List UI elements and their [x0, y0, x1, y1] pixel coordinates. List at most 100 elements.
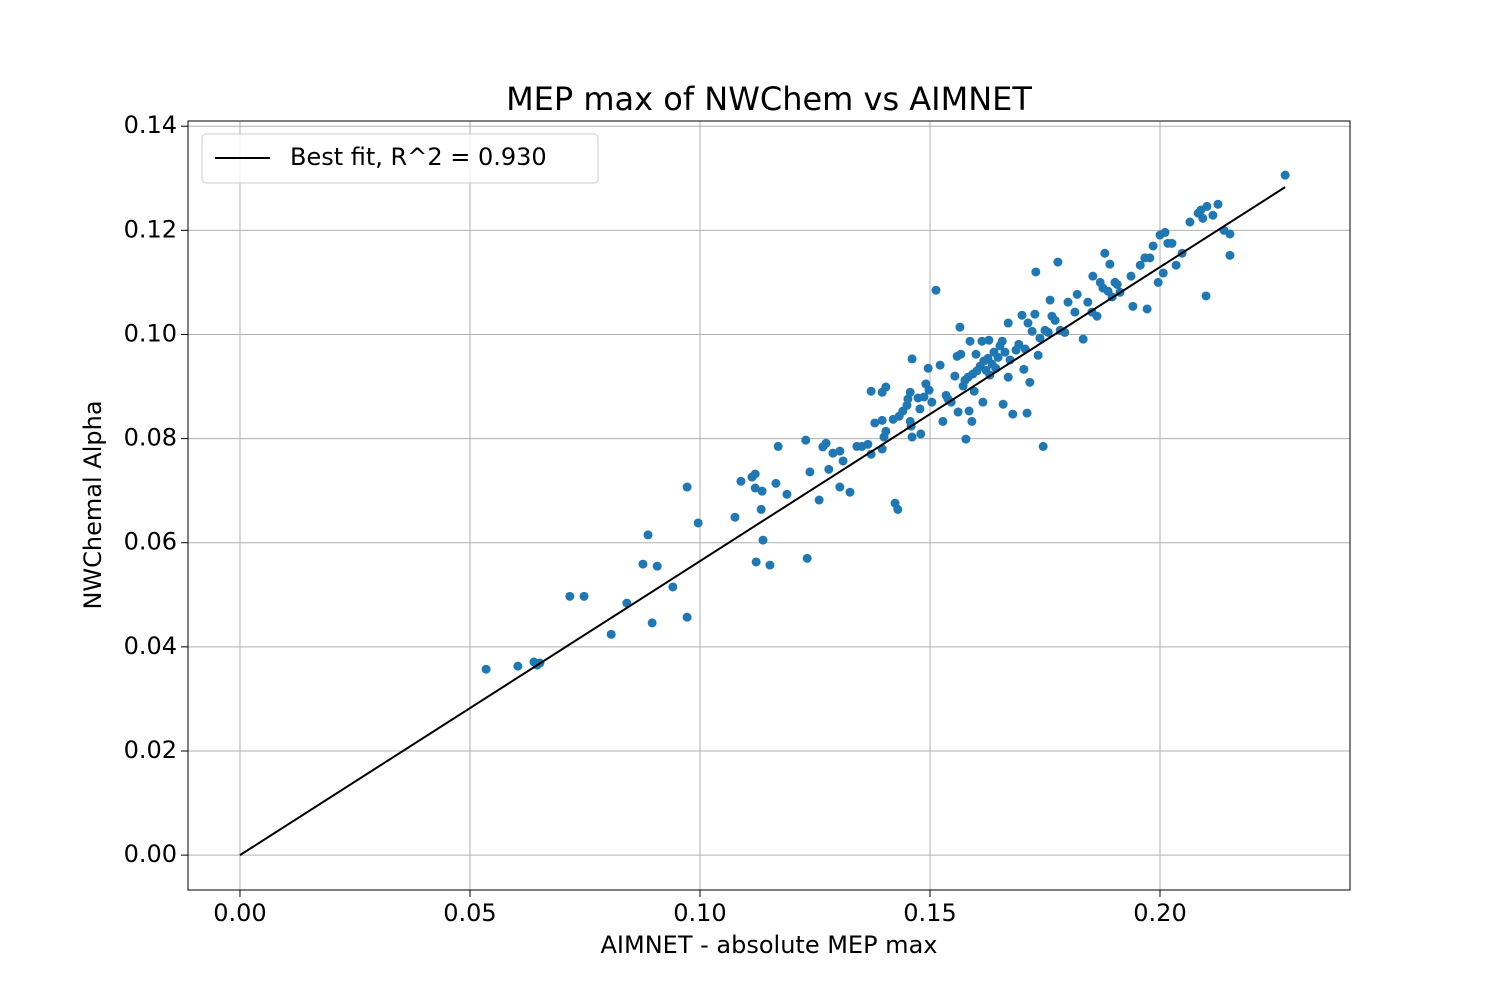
- y-tick-label: 0.10: [124, 319, 177, 347]
- scatter-point: [1014, 339, 1024, 349]
- scatter-point: [907, 432, 917, 442]
- x-tick-label: 0.10: [673, 899, 726, 927]
- scatter-point: [1126, 271, 1136, 281]
- scatter-point: [1003, 372, 1013, 382]
- scatter-point: [993, 352, 1003, 362]
- scatter-point: [1025, 377, 1035, 387]
- scatter-point: [801, 435, 811, 445]
- scatter-point: [835, 482, 845, 492]
- scatter-point: [1027, 326, 1037, 336]
- scatter-point: [835, 446, 845, 456]
- scatter-point: [693, 518, 703, 528]
- y-tick-label: 0.00: [124, 840, 177, 868]
- scatter-point: [1070, 307, 1080, 317]
- x-tick-label: 0.15: [903, 899, 956, 927]
- scatter-point: [955, 322, 965, 332]
- scatter-point: [1202, 201, 1212, 211]
- scatter-point: [805, 467, 815, 477]
- scatter-point: [916, 429, 926, 439]
- scatter-point: [1003, 318, 1013, 328]
- scatter-point: [1153, 277, 1163, 287]
- scatter-point: [750, 483, 760, 493]
- scatter-point: [1225, 250, 1235, 260]
- scatter-point: [1100, 248, 1110, 258]
- scatter-point: [998, 399, 1008, 409]
- scatter-point: [978, 397, 988, 407]
- scatter-point: [565, 591, 575, 601]
- scatter-point: [643, 530, 653, 540]
- scatter-point: [881, 426, 891, 436]
- scatter-point: [1031, 267, 1041, 277]
- scatter-point: [814, 495, 824, 505]
- y-tick-label: 0.04: [124, 632, 177, 660]
- scatter-point: [1145, 253, 1155, 263]
- scatter-point: [1050, 315, 1060, 325]
- scatter-point: [647, 618, 657, 628]
- x-tick-label: 0.05: [443, 899, 496, 927]
- scatter-point: [682, 482, 692, 492]
- scatter-point: [866, 386, 876, 396]
- scatter-point: [730, 512, 740, 522]
- scatter-point: [771, 478, 781, 488]
- scatter-point: [964, 406, 974, 416]
- scatter-point: [931, 285, 941, 295]
- fit-line: [239, 186, 1286, 856]
- scatter-point: [971, 349, 981, 359]
- scatter-point: [782, 489, 792, 499]
- scatter-point: [977, 336, 987, 346]
- scatter-point: [870, 418, 880, 428]
- scatter-point: [1017, 310, 1027, 320]
- scatter-point: [1198, 213, 1208, 223]
- scatter-point: [919, 392, 929, 402]
- scatter-point: [915, 404, 925, 414]
- scatter-point: [828, 448, 838, 458]
- scatter-point: [950, 371, 960, 381]
- scatter-point: [1063, 297, 1073, 307]
- scatter-point: [1213, 199, 1223, 209]
- scatter-point: [1135, 260, 1145, 270]
- scatter-point: [1280, 170, 1290, 180]
- scatter-point: [765, 560, 775, 570]
- scatter-point: [1171, 260, 1181, 270]
- scatter-point: [927, 397, 937, 407]
- scatter-point: [773, 441, 783, 451]
- scatter-point: [863, 439, 873, 449]
- scatter-point: [751, 557, 761, 567]
- scatter-point: [1072, 289, 1082, 299]
- scatter-point: [1092, 311, 1102, 321]
- y-tick-label: 0.06: [124, 528, 177, 556]
- scatter-point: [652, 561, 662, 571]
- scatter-point: [1158, 268, 1168, 278]
- scatter-point: [1185, 217, 1195, 227]
- scatter-point: [938, 416, 948, 426]
- scatter-point: [903, 394, 913, 404]
- scatter-point: [1105, 259, 1115, 269]
- scatter-point: [924, 385, 934, 395]
- scatter-point: [1022, 408, 1032, 418]
- scatter-point: [1142, 304, 1152, 314]
- scatter-point: [1078, 334, 1088, 344]
- scatter-point: [1083, 297, 1093, 307]
- scatter-point: [984, 335, 994, 345]
- scatter-point: [838, 456, 848, 466]
- scatter-point: [821, 438, 831, 448]
- y-axis-label: NWChemal Alpha: [79, 400, 107, 609]
- scatter-point: [1008, 409, 1018, 419]
- scatter-point: [967, 416, 977, 426]
- scatter-point: [1019, 364, 1029, 374]
- scatter-point: [1033, 350, 1043, 360]
- scatter-point: [802, 553, 812, 563]
- scatter-point: [750, 469, 760, 479]
- scatter-point: [956, 349, 966, 359]
- scatter-point: [638, 559, 648, 569]
- scatter-point: [758, 535, 768, 545]
- scatter-point: [969, 386, 979, 396]
- scatter-point: [513, 661, 523, 671]
- scatter-point: [1038, 441, 1048, 451]
- scatter-point: [606, 629, 616, 639]
- scatter-point: [845, 487, 855, 497]
- y-tick-label: 0.08: [124, 424, 177, 452]
- scatter-point: [881, 382, 891, 392]
